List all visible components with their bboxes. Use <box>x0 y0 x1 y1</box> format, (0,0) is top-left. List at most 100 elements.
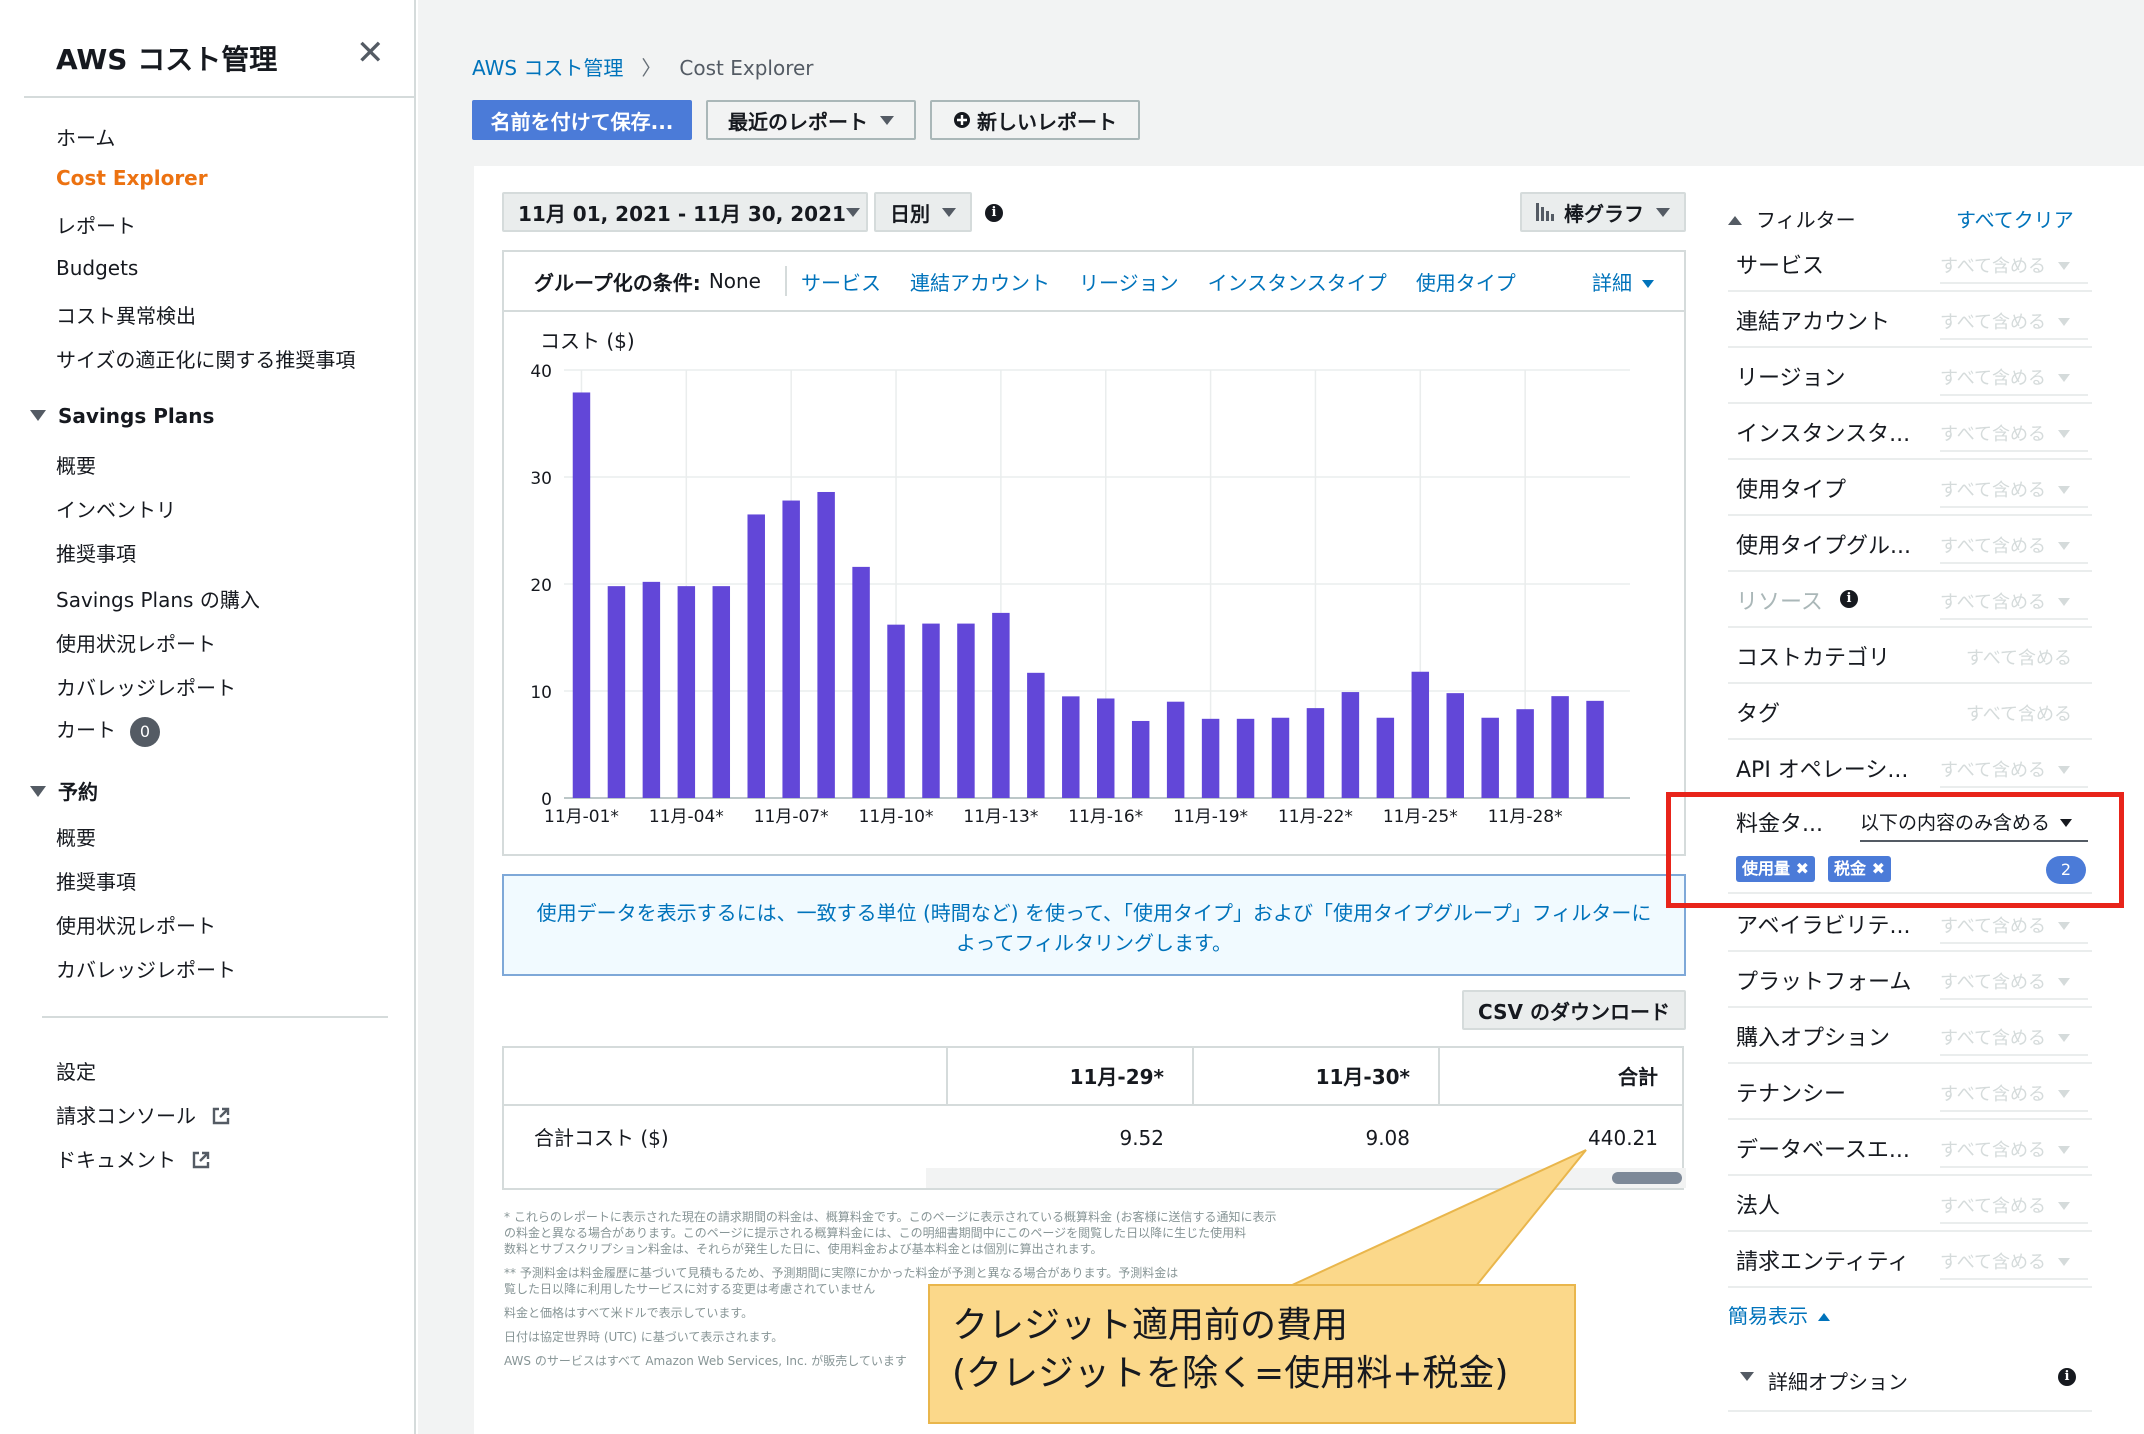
advanced-options-toggle[interactable]: 詳細オプション i <box>1728 1366 2092 1412</box>
filter-row[interactable]: データベースエ... すべて含める <box>1728 1120 2092 1176</box>
filter-chip-usage[interactable]: 使用量 ✖ <box>1736 856 1815 882</box>
filter-value-select[interactable]: すべて含める <box>1940 532 2071 558</box>
group-by-more-dropdown[interactable]: 詳細 <box>1592 267 1654 296</box>
remove-icon[interactable]: ✖ <box>1795 859 1809 878</box>
filter-value: すべて含める <box>1940 1140 2047 1161</box>
sidebar-item-reports[interactable]: レポート <box>56 214 136 238</box>
sidebar-item-settings[interactable]: 設定 <box>56 1060 96 1084</box>
main-content: AWS コスト管理〉 Cost Explorer 名前を付けて保存... 最近のレ… <box>418 0 2144 1434</box>
filter-value-select[interactable]: すべて含める <box>1940 420 2071 446</box>
sidebar-item-sp-overview[interactable]: 概要 <box>56 454 96 478</box>
sidebar-section-savings-plans[interactable]: Savings Plans <box>30 404 214 428</box>
filter-row[interactable]: 購入オプション すべて含める <box>1728 1008 2092 1064</box>
group-by-linked-account[interactable]: 連結アカウント <box>910 270 1050 295</box>
filter-value-select[interactable]: すべて含める <box>1940 476 2071 502</box>
sidebar-item-budgets[interactable]: Budgets <box>56 256 139 280</box>
filter-row[interactable]: 使用タイプ すべて含める <box>1728 460 2092 516</box>
scrollbar-thumb[interactable] <box>1612 1172 1682 1184</box>
save-as-button[interactable]: 名前を付けて保存... <box>472 100 692 140</box>
recent-reports-button[interactable]: 最近のレポート <box>706 100 916 140</box>
filter-row[interactable]: 連結アカウント すべて含める <box>1728 292 2092 348</box>
sidebar-item-home[interactable]: ホーム <box>56 126 116 150</box>
sidebar-item-rightsizing[interactable]: サイズの適正化に関する推奨事項 <box>56 348 356 372</box>
close-icon[interactable]: ✕ <box>356 33 385 73</box>
group-by-usage-type[interactable]: 使用タイプ <box>1415 270 1516 295</box>
filter-value-select[interactable]: すべて含める <box>1940 588 2071 614</box>
filter-row[interactable]: API オペレーシ... すべて含める <box>1728 740 2092 796</box>
filter-value-select[interactable]: すべて含める <box>1940 968 2071 994</box>
filter-value-select[interactable]: すべて含める <box>1940 1192 2071 1218</box>
filter-value-select[interactable]: すべて含める <box>1940 1024 2071 1050</box>
sidebar-item-ri-recommendations[interactable]: 推奨事項 <box>56 870 136 894</box>
more-label: 詳細 <box>1592 270 1632 295</box>
filter-row[interactable]: サービス すべて含める <box>1728 236 2092 292</box>
sidebar-item-cart[interactable]: カート 0 <box>56 714 160 747</box>
filter-row[interactable]: リソース i すべて含める <box>1728 572 2092 628</box>
sidebar-item-sp-inventory[interactable]: インベントリ <box>56 498 176 522</box>
caret-up-icon[interactable] <box>1728 216 1742 225</box>
granularity-select[interactable]: 日別 <box>874 192 972 232</box>
new-report-button[interactable]: 新しいレポート <box>930 100 1140 140</box>
sidebar-item-ri-overview[interactable]: 概要 <box>56 826 96 850</box>
filter-value-select[interactable]: すべて含める <box>1966 700 2072 726</box>
callout-line: (クレジットを除く=使用料+税金) <box>952 1353 1509 1394</box>
group-by-service[interactable]: サービス <box>801 270 881 295</box>
charge-type-filter[interactable]: 料金タ... 以下の内容のみ含める 使用量 ✖ 税金 ✖ 2 <box>1728 794 2092 894</box>
sidebar-section-reservations[interactable]: 予約 <box>30 776 98 805</box>
filter-row[interactable]: 請求エンティティ すべて含める <box>1728 1232 2092 1288</box>
filter-value-select[interactable]: すべて含める <box>1940 308 2071 334</box>
sidebar-item-cost-explorer[interactable]: Cost Explorer <box>56 166 208 190</box>
filter-row[interactable]: タグ すべて含める <box>1728 684 2092 740</box>
bar <box>1201 718 1220 798</box>
filter-value-select[interactable]: すべて含める <box>1940 912 2071 938</box>
charge-type-mode-select[interactable]: 以下の内容のみ含める <box>1860 808 2073 835</box>
group-by-value: None <box>708 269 761 293</box>
filter-value-select[interactable]: すべて含める <box>1940 1080 2071 1106</box>
breadcrumb-root-link[interactable]: AWS コスト管理 <box>472 56 624 80</box>
chart-type-select[interactable]: 棒グラフ <box>1520 192 1686 232</box>
filter-row[interactable]: 法人 すべて含める <box>1728 1176 2092 1232</box>
filter-row[interactable]: テナンシー すべて含める <box>1728 1064 2092 1120</box>
filter-row[interactable]: 使用タイプグル... すべて含める <box>1728 516 2092 572</box>
filter-value-select[interactable]: すべて含める <box>1940 1136 2071 1162</box>
sidebar-item-billing-console[interactable]: 請求コンソール <box>56 1100 230 1129</box>
horizontal-scrollbar[interactable] <box>926 1168 1686 1188</box>
filter-value: すべて含める <box>1940 312 2047 333</box>
sidebar-item-anomaly-detection[interactable]: コスト異常検出 <box>56 304 196 328</box>
selected-count-badge: 2 <box>2046 856 2086 884</box>
info-icon[interactable]: i <box>985 204 1003 222</box>
filter-value-select[interactable]: すべて含める <box>1940 1248 2071 1274</box>
select-underline <box>1940 562 2088 564</box>
filter-value-select[interactable]: すべて含める <box>1966 644 2072 670</box>
remove-icon[interactable]: ✖ <box>1871 859 1885 878</box>
sidebar-item-sp-coverage[interactable]: カバレッジレポート <box>56 676 236 700</box>
caret-down-icon <box>2058 1146 2071 1154</box>
filter-value-select[interactable]: すべて含める <box>1940 756 2071 782</box>
sidebar-item-ri-coverage[interactable]: カバレッジレポート <box>56 958 236 982</box>
sidebar-item-sp-utilization[interactable]: 使用状況レポート <box>56 632 216 656</box>
simple-view-toggle[interactable]: 簡易表示 <box>1728 1300 1830 1329</box>
group-by-instance-type[interactable]: インスタンスタイプ <box>1207 270 1387 295</box>
column-header: 11月-30* <box>1192 1048 1438 1106</box>
filter-row[interactable]: インスタンスタ... すべて含める <box>1728 404 2092 460</box>
bar <box>1027 672 1045 798</box>
info-icon[interactable]: i <box>1840 590 1858 608</box>
sidebar-item-documentation[interactable]: ドキュメント <box>56 1144 210 1173</box>
select-underline <box>1940 942 2088 944</box>
clear-all-filters-link[interactable]: すべてクリア <box>1956 208 2074 232</box>
filter-value-select[interactable]: すべて含める <box>1940 252 2071 278</box>
filter-chip-tax[interactable]: 税金 ✖ <box>1828 856 1891 882</box>
filter-row[interactable]: コストカテゴリ すべて含める <box>1728 628 2092 684</box>
date-range-picker[interactable]: 11月 01, 2021 - 11月 30, 2021 <box>502 192 868 232</box>
row-divider <box>1728 402 2092 404</box>
sidebar-item-sp-recommendations[interactable]: 推奨事項 <box>56 542 136 566</box>
sidebar-item-ri-utilization[interactable]: 使用状況レポート <box>56 914 216 938</box>
filter-row[interactable]: アベイラビリテ... すべて含める <box>1728 896 2092 952</box>
info-icon[interactable]: i <box>2058 1368 2076 1386</box>
sidebar-item-sp-purchase[interactable]: Savings Plans の購入 <box>56 588 260 612</box>
filter-row[interactable]: プラットフォーム すべて含める <box>1728 952 2092 1008</box>
filter-row[interactable]: リージョン すべて含める <box>1728 348 2092 404</box>
filter-value-select[interactable]: すべて含める <box>1940 364 2071 390</box>
csv-download-button[interactable]: CSV のダウンロード <box>1462 990 1686 1030</box>
group-by-region[interactable]: リージョン <box>1079 270 1179 295</box>
